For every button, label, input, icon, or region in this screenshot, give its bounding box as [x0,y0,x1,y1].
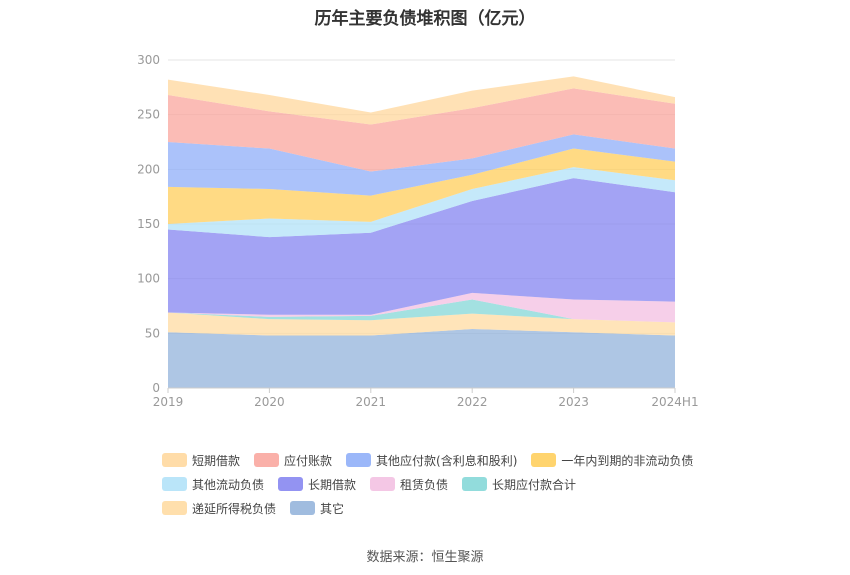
area-series-6 [168,148,675,224]
legend-swatch [370,477,396,491]
legend-item[interactable]: 长期借款 [278,476,356,493]
area-series-8 [168,88,675,172]
y-tick-label: 250 [137,108,160,122]
legend-label: 其他流动负债 [192,477,265,492]
legend-row: 递延所得税负债 其它 [162,496,722,520]
x-tick-label: 2022 [457,395,488,409]
legend-row: 短期借款 应付账款 其他应付款(含利息和股利) 一年内到期的非流动负债 [162,448,722,472]
x-tick-label: 2020 [254,395,285,409]
area-series-group [168,76,675,388]
legend-label: 租赁负债 [400,477,449,492]
legend-label: 长期应付款合计 [492,477,577,492]
y-tick-label: 150 [137,217,160,231]
area-series-9 [168,76,675,125]
legend-item[interactable]: 其他流动负债 [162,476,264,493]
legend-label: 其它 [320,501,345,516]
legend-swatch [162,477,187,491]
area-series-2 [168,299,675,323]
legend-item[interactable]: 租赁负债 [370,476,448,493]
legend-swatch [290,501,316,515]
legend-label: 长期借款 [308,477,357,492]
area-series-0 [168,328,675,388]
x-tick-label: 2019 [153,395,184,409]
legend: 短期借款 应付账款 其他应付款(含利息和股利) 一年内到期的非流动负债其他流动负债 长期… [162,448,722,520]
legend-swatch [346,453,372,467]
x-tick-label: 2023 [558,395,589,409]
chart-title: 历年主要负债堆积图（亿元） [314,9,536,29]
legend-row: 其他流动负债 长期借款 租赁负债 长期应付款合计 [162,472,722,496]
stacked-area-chart: 0 50 100 150 200 250 300 2019 2020 2021 2022 2023 20… [137,53,699,409]
x-tick-label: 2021 [356,395,387,409]
y-tick-label: 0 [152,381,160,395]
legend-item[interactable]: 短期借款 [162,452,240,469]
legend-swatch [162,453,187,467]
legend-swatch [278,477,304,491]
legend-swatch [531,453,557,467]
area-series-5 [168,167,675,238]
legend-label: 应付账款 [284,453,333,468]
x-tick-label: 2024H1 [651,395,698,409]
legend-item[interactable]: 其它 [290,500,344,517]
y-tick-label: 50 [145,326,160,340]
legend-item[interactable]: 递延所得税负债 [162,500,276,517]
legend-item[interactable]: 其他应付款(含利息和股利) [346,452,517,469]
legend-label: 其他应付款(含利息和股利) [376,453,518,468]
legend-swatch [162,501,187,515]
area-series-4 [168,178,675,315]
area-series-3 [168,292,675,323]
y-tick-label: 100 [137,272,160,286]
legend-label: 短期借款 [192,453,241,468]
area-series-7 [168,134,675,196]
legend-item[interactable]: 应付账款 [254,452,332,469]
source-note: 数据来源：恒生聚源 [366,550,484,565]
y-tick-label: 300 [137,53,160,67]
area-series-1 [168,312,675,336]
axes: 0 50 100 150 200 250 300 2019 2020 2021 2022 2023 20… [137,53,699,409]
legend-label: 一年内到期的非流动负债 [561,453,694,468]
legend-swatch [462,477,488,491]
legend-swatch [254,453,280,467]
y-tick-label: 200 [137,162,160,176]
legend-label: 递延所得税负债 [192,501,277,516]
legend-item[interactable]: 一年内到期的非流动负债 [531,452,693,469]
legend-item[interactable]: 长期应付款合计 [462,476,576,493]
